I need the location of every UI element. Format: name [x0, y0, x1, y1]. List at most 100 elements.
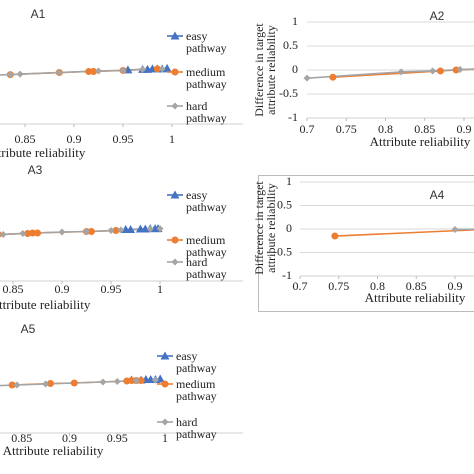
- x-tick-label: 0.75: [336, 122, 357, 136]
- legend-label: medium pathway: [176, 377, 217, 403]
- chart-panel: 0.85 0.9 0.95 1 Attribute reliability A5: [0, 322, 243, 458]
- x-tick-label: 0.9: [457, 122, 472, 136]
- marker: [132, 377, 140, 384]
- chart-title: A2: [430, 9, 445, 23]
- legend-marker: [171, 68, 179, 76]
- x-tick-label: 0.8: [370, 279, 385, 293]
- x-tick-label: 0.85: [3, 282, 24, 296]
- marker: [90, 67, 98, 75]
- x-tick-label: 0.85: [406, 279, 427, 293]
- y-tick-label: 0: [292, 62, 298, 76]
- marker: [146, 225, 154, 233]
- marker: [139, 65, 147, 73]
- marker: [46, 380, 54, 387]
- marker: [151, 376, 159, 384]
- marker: [83, 228, 90, 236]
- legend-label: easy pathway: [176, 349, 217, 375]
- marker: [158, 65, 166, 73]
- legend-marker: [161, 418, 169, 426]
- marker: [87, 228, 95, 236]
- marker: [117, 226, 125, 234]
- marker: [156, 225, 164, 233]
- y-axis-label: Difference in target attribute reliabili…: [252, 23, 278, 117]
- legend-label: medium pathway: [186, 233, 227, 259]
- marker: [99, 378, 107, 386]
- marker: [55, 69, 63, 77]
- panel-border: [258, 175, 474, 312]
- marker: [16, 70, 24, 78]
- marker: [70, 379, 78, 387]
- series-line: [334, 229, 474, 237]
- marker: [107, 227, 115, 235]
- x-tick-label: 1: [157, 282, 163, 296]
- marker: [137, 377, 145, 384]
- x-tick-label: 0.75: [328, 279, 349, 293]
- marker: [456, 66, 464, 74]
- marker: [162, 63, 172, 72]
- legend-marker: [171, 102, 179, 110]
- x-tick-label: 0.9: [448, 279, 463, 293]
- y-tick-label: -1: [282, 268, 292, 282]
- x-tick-label: 1: [169, 132, 175, 146]
- x-axis-label: Attribute reliability: [365, 290, 466, 305]
- x-axis-label: Attribute reliability: [3, 443, 104, 458]
- legend-marker: [161, 380, 169, 388]
- marker: [303, 74, 311, 82]
- marker: [95, 67, 102, 75]
- marker: [153, 65, 161, 73]
- marker: [0, 230, 7, 238]
- x-tick-label: 0.9: [55, 282, 70, 296]
- chart-panel: 0.85 0.9 0.95 1 Attribute reliability A1: [0, 7, 243, 160]
- marker: [34, 229, 41, 237]
- marker: [397, 68, 405, 76]
- x-axis-label: Attribute reliability: [0, 297, 91, 312]
- x-tick-label: 0.9: [62, 431, 77, 445]
- legend-label: hard pathway: [176, 415, 217, 441]
- marker: [451, 225, 459, 233]
- y-tick-label: 0.5: [277, 197, 292, 211]
- y-tick-label: 0: [286, 221, 292, 235]
- marker: [331, 232, 339, 240]
- x-tick-label: 0.7: [300, 122, 315, 136]
- x-tick-label: 1: [162, 431, 168, 445]
- x-tick-label: 0.95: [107, 431, 128, 445]
- marker: [58, 228, 66, 236]
- x-tick-label: 0.7: [293, 279, 308, 293]
- x-tick-label: 0.95: [113, 132, 134, 146]
- marker: [436, 67, 444, 75]
- marker: [429, 67, 437, 75]
- legend-label: easy pathway: [186, 188, 227, 214]
- x-axis-label: Attribute reliability: [0, 145, 86, 160]
- legend-label: easy pathway: [186, 29, 227, 55]
- marker: [329, 73, 337, 81]
- y-axis-label: Difference in target attribute reliabili…: [252, 181, 278, 275]
- y-tick-label: 0.5: [283, 38, 298, 52]
- marker: [6, 71, 14, 79]
- y-tick-label: -0.5: [279, 86, 298, 100]
- legend-label: hard pathway: [186, 255, 227, 281]
- chart-title: A1: [31, 7, 46, 21]
- marker: [119, 66, 127, 74]
- marker: [19, 229, 27, 237]
- y-tick-label: -1: [288, 110, 298, 124]
- legend-marker: [171, 258, 179, 266]
- legend-marker: [160, 351, 170, 360]
- x-tick-label: 0.85: [11, 431, 32, 445]
- legend-marker: [170, 190, 180, 199]
- legend-marker: [171, 236, 179, 244]
- chart-panel: 0.85 0.9 0.95 1 Attribute reliability A3: [0, 163, 243, 312]
- x-tick-label: 0.9: [67, 132, 82, 146]
- x-tick-label: 0.85: [414, 122, 435, 136]
- marker: [113, 378, 121, 385]
- marker: [29, 229, 37, 237]
- marker: [126, 225, 136, 234]
- legend-marker: [170, 31, 180, 40]
- x-tick-label: 0.8: [378, 122, 393, 136]
- x-tick-label: 0.85: [15, 132, 36, 146]
- chart-title: A4: [430, 188, 445, 202]
- y-tick-label: -0.5: [273, 244, 292, 258]
- legend-label: hard pathway: [186, 99, 227, 125]
